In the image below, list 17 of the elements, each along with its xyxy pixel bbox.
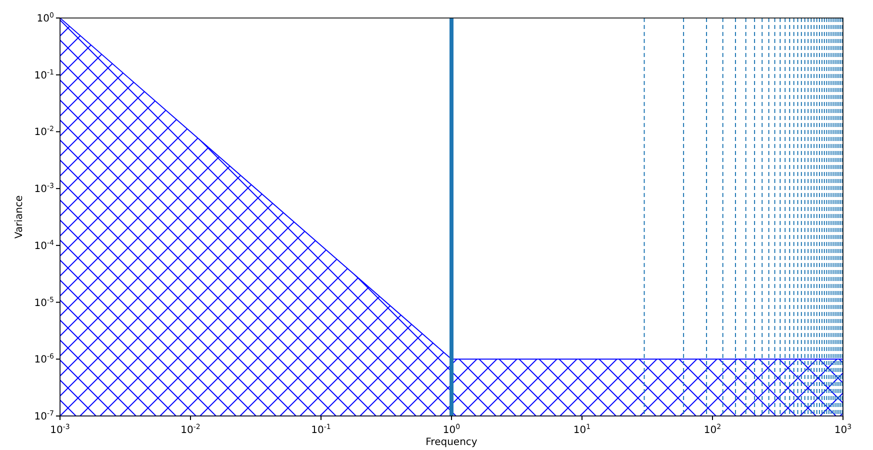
x-tick-label: 10$^{-1}$ [311, 423, 331, 436]
x-tick-label: 10$^{-2}$ [180, 423, 200, 436]
y-tick-label: 10$^{0}$ [36, 12, 54, 24]
y-tick-label: 10$^{-3}$ [34, 182, 54, 196]
x-axis-title: Frequency [426, 437, 478, 448]
y-tick-label: 10$^{-4}$ [34, 238, 55, 252]
y-axis-title: Variance [14, 195, 25, 239]
x-tick-label: 10$^{0}$ [442, 423, 460, 436]
x-tick-label: 10$^{2}$ [704, 423, 722, 436]
y-tick-label: 10$^{-5}$ [34, 296, 54, 309]
y-tick-label: 10$^{-2}$ [34, 125, 54, 138]
y-tick-label: 10$^{-7}$ [34, 410, 54, 422]
y-tick-label: 10$^{-1}$ [34, 68, 54, 82]
x-tick-label: 10$^{3}$ [834, 423, 852, 436]
y-tick-label: 10$^{-6}$ [34, 352, 55, 366]
x-tick-label: 10$^{-3}$ [50, 423, 70, 436]
x-tick-label: 10$^{1}$ [573, 423, 591, 436]
